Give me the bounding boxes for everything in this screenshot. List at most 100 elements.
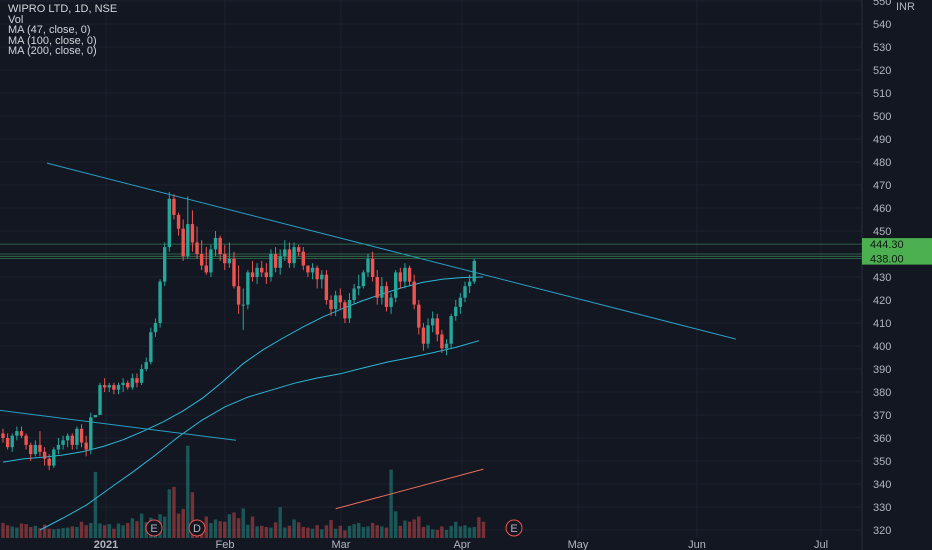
candle-body [338,295,342,303]
volume-bar [338,525,342,538]
candle-body [417,304,421,328]
candle-body [435,318,439,335]
candle-body [403,267,407,282]
candle-body [190,224,195,243]
price-axis[interactable]: 3203303403503603703803904004104204304404… [873,0,891,537]
candle-body [370,258,375,277]
candle-body [421,327,426,344]
volume-bar [472,526,476,538]
price-tick-label: 430 [873,272,891,284]
volume-bar [477,517,481,538]
volume-bar [278,507,282,538]
volume-bar [296,522,301,538]
candle-body [5,438,10,448]
price-tick-label: 420 [873,295,891,307]
candle-body [343,302,347,319]
price-tick-label: 520 [873,65,891,77]
volume-bar [204,516,208,538]
candle-body [269,254,273,277]
time-tick-label: Jun [688,539,706,550]
candle-body [384,286,389,307]
volume-bar [223,521,227,538]
volume-bar [29,526,33,538]
candle-body [93,415,98,418]
candle-body [1,433,5,438]
price-tick-label: 360 [873,433,891,445]
legend-ma-47[interactable]: MA (47, close, 0) [8,24,91,36]
volume-bar [324,525,329,538]
volume-bar [421,526,426,538]
volume-bar [10,526,14,538]
volume-bar [186,445,190,538]
volume-bar [112,528,116,538]
volume-bar [213,519,218,538]
candle-body [449,316,453,344]
time-tick-label: Mar [332,539,351,550]
candle-body [260,267,264,273]
candle-body [42,451,47,459]
candle-body [19,431,24,436]
legend-volume[interactable]: Vol [8,13,24,26]
price-tags: 444.30440.00439.00438.00 [862,238,932,266]
volume-bar [33,525,38,538]
volume-bar [366,526,370,538]
volume-bar [75,526,79,538]
volume-bar [370,522,375,538]
volume-bar [24,524,28,538]
volume-bar [454,521,458,538]
candle-body [181,228,185,257]
volume-bar [42,524,47,538]
volume-bar [301,526,305,538]
volume-bar [426,525,430,538]
candle-body [139,369,144,383]
volume-bar [292,519,296,538]
volume-bar [38,528,42,538]
volume-bar [357,522,361,538]
candle-body [389,297,393,307]
legend-ma-100[interactable]: MA (100, close, 0) [8,34,97,47]
volume-bar [264,526,269,538]
event-marker: D [188,519,206,537]
volume-bar [310,528,315,538]
candle-body [380,286,384,298]
price-tick-label: 370 [873,410,891,422]
legend-title[interactable]: WIPRO LTD, 1D, NSE [8,3,118,15]
event-circle [505,519,523,537]
time-tick-label: May [568,539,589,550]
volume-bar [412,519,416,538]
candle-body [430,318,435,326]
candle-body [306,265,310,273]
time-axis[interactable]: 2021 Feb Mar Apr May Jun Jul [94,539,828,550]
price-tick-label: 550 [873,0,891,8]
legend-ma-200[interactable]: MA (200, close, 0) [8,45,97,57]
volume-bar [440,526,444,538]
volume-bar [380,526,384,538]
price-tick-label: 450 [873,226,891,238]
volume-bar [65,527,70,538]
support-trendline [0,409,237,441]
volume-bar [246,524,250,538]
price-tick-label: 480 [873,157,891,169]
volume-bar [260,525,264,538]
candle-body [394,272,398,298]
candle-body [292,247,296,264]
volume-bar [47,528,51,538]
volume-bar [403,520,407,538]
event-label: E [150,523,157,535]
candle-body [149,332,153,363]
volume-bar [384,527,389,538]
candle-body [467,281,472,287]
candle-body [296,247,301,252]
volume-bar [449,525,453,538]
volume-bar [209,522,213,538]
price-tick-label: 400 [873,341,891,353]
volume-bar [398,525,403,538]
currency-label: INR [896,1,915,13]
candle-body [223,254,227,264]
volume-bar [273,522,278,538]
price-tag-bg [862,238,932,251]
candle-body [310,267,315,273]
candle-body [84,442,88,450]
